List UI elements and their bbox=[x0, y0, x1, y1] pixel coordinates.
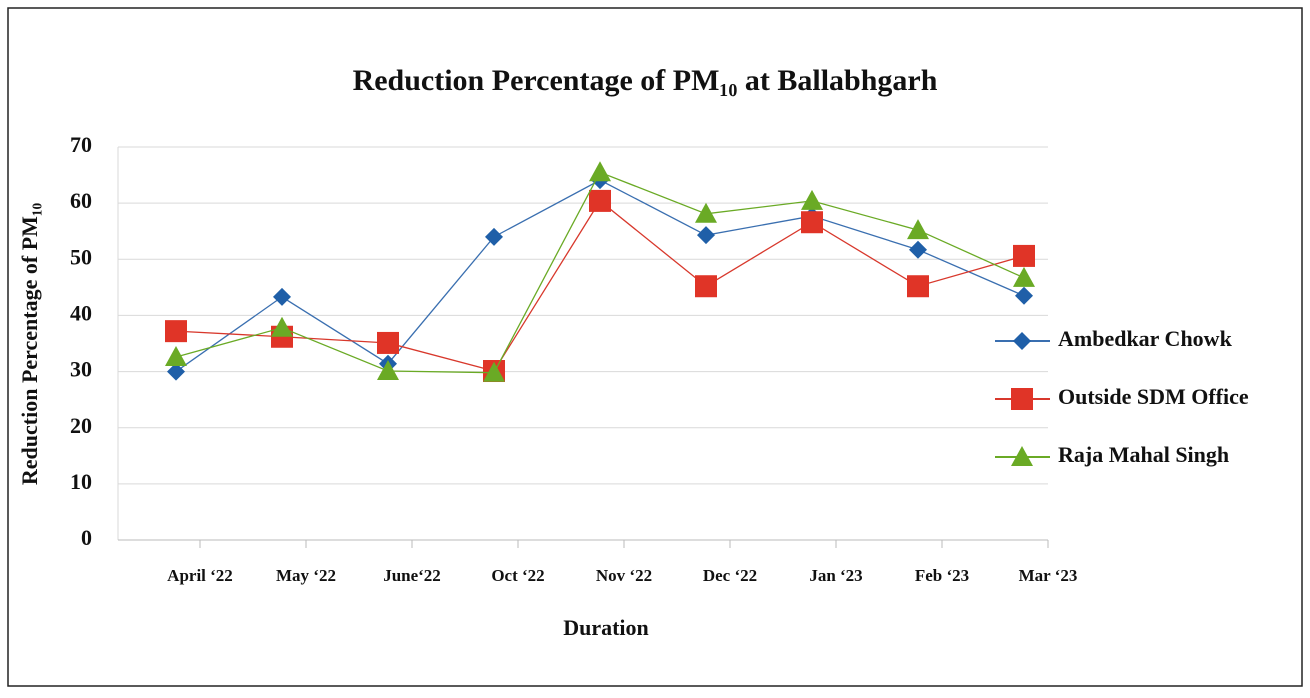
data-point bbox=[909, 240, 927, 259]
y-tick-label: 40 bbox=[70, 300, 92, 325]
chart-title: Reduction Percentage of PM₁₀ at Ballabhg… bbox=[353, 64, 938, 97]
data-point bbox=[485, 227, 503, 246]
legend-marker bbox=[1011, 446, 1033, 466]
data-point bbox=[165, 345, 187, 366]
data-point bbox=[1013, 244, 1035, 267]
data-point bbox=[273, 287, 291, 306]
x-tick-label: Dec ‘22 bbox=[703, 566, 757, 585]
data-point bbox=[483, 361, 505, 382]
legend-marker bbox=[1013, 332, 1031, 350]
data-point bbox=[801, 189, 823, 210]
data-point bbox=[697, 226, 715, 245]
x-tick-label: Jan ‘23 bbox=[809, 566, 862, 585]
y-axis-label: Reduction Percentage of PM₁₀ bbox=[17, 202, 42, 485]
y-tick-label: 50 bbox=[70, 244, 92, 269]
x-tick-label: April ‘22 bbox=[167, 566, 233, 585]
legend-marker bbox=[1011, 388, 1033, 410]
legend-label: Ambedkar Chowk bbox=[1058, 326, 1233, 351]
data-point bbox=[271, 316, 293, 337]
y-tick-label: 20 bbox=[70, 413, 92, 438]
data-point bbox=[165, 320, 187, 343]
data-point bbox=[1013, 266, 1035, 287]
y-tick-label: 30 bbox=[70, 357, 92, 382]
legend-label: Outside SDM Office bbox=[1058, 384, 1249, 409]
y-tick-label: 60 bbox=[70, 188, 92, 213]
x-tick-label: Feb ‘23 bbox=[915, 566, 969, 585]
y-tick-label: 0 bbox=[81, 525, 92, 550]
data-point bbox=[589, 161, 611, 182]
y-tick-label: 10 bbox=[70, 469, 92, 494]
x-tick-label: May ‘22 bbox=[276, 566, 336, 585]
data-point bbox=[695, 275, 717, 298]
series-line bbox=[175, 199, 1025, 372]
data-point bbox=[167, 362, 185, 381]
data-point bbox=[1015, 286, 1033, 305]
x-tick-label: Mar ‘23 bbox=[1019, 566, 1078, 585]
x-tick-label: Nov ‘22 bbox=[596, 566, 652, 585]
data-point bbox=[377, 360, 399, 381]
x-axis-label: Duration bbox=[563, 615, 649, 640]
legend-label: Raja Mahal Singh bbox=[1058, 442, 1229, 467]
x-tick-label: Oct ‘22 bbox=[491, 566, 544, 585]
data-point bbox=[907, 275, 929, 298]
data-point bbox=[801, 211, 823, 234]
x-tick-label: June‘22 bbox=[383, 566, 441, 585]
data-point bbox=[589, 189, 611, 212]
data-point bbox=[695, 202, 717, 223]
data-point bbox=[907, 219, 929, 240]
y-tick-label: 70 bbox=[70, 132, 92, 157]
frame bbox=[7, 7, 1303, 687]
data-point bbox=[377, 331, 399, 354]
